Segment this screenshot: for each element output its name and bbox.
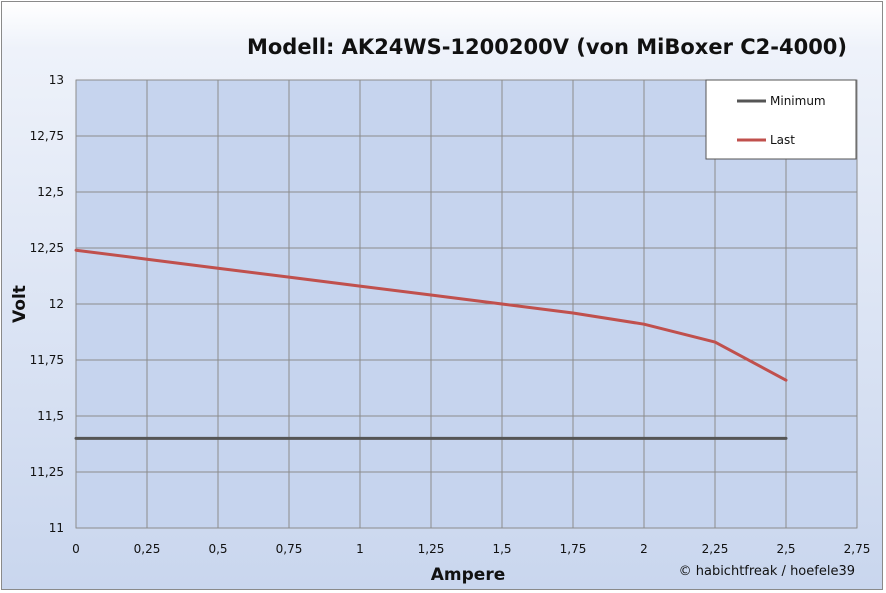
series-line-last xyxy=(74,248,788,382)
y-tick-label: 11 xyxy=(49,521,64,535)
legend: Minimum Last xyxy=(705,79,857,160)
y-axis-title: Volt xyxy=(10,285,30,323)
x-tick-label: 0 xyxy=(72,542,80,556)
copyright-credit: © habichtfreak / hoefele39 xyxy=(679,564,855,579)
y-tick-label: 11,25 xyxy=(30,465,64,479)
x-tick-label: 2,5 xyxy=(776,542,795,556)
x-tick-label: 0,25 xyxy=(134,542,161,556)
y-tick-label: 12 xyxy=(49,297,64,311)
x-tick-label: 1,25 xyxy=(418,542,445,556)
legend-label-minimum: Minimum xyxy=(770,94,826,108)
y-tick-label: 11,75 xyxy=(30,353,64,367)
y-tick-label: 12,5 xyxy=(37,185,64,199)
series-lines xyxy=(74,248,788,440)
legend-box xyxy=(705,79,857,160)
x-tick-label: 0,5 xyxy=(208,542,227,556)
x-tick-label: 2,25 xyxy=(702,542,729,556)
x-axis-title: Ampere xyxy=(431,565,505,585)
y-tick-label: 12,75 xyxy=(30,129,64,143)
chart-title: Modell: AK24WS-1200200V (von MiBoxer C2-… xyxy=(247,35,847,59)
x-tick-label: 2 xyxy=(640,542,648,556)
legend-label-last: Last xyxy=(770,133,795,147)
y-tick-labels: 11 11,25 11,5 11,75 12 12,25 12,5 12,75 13 xyxy=(30,73,64,535)
y-tick-label: 11,5 xyxy=(37,409,64,423)
x-tick-label: 1,5 xyxy=(492,542,511,556)
x-tick-label: 1 xyxy=(356,542,364,556)
x-tick-label: 0,75 xyxy=(276,542,303,556)
y-tick-label: 12,25 xyxy=(30,241,64,255)
grid-lines xyxy=(75,79,858,529)
x-tick-label: 2,75 xyxy=(844,542,871,556)
y-tick-label: 13 xyxy=(49,73,64,87)
x-tick-label: 1,75 xyxy=(560,542,587,556)
x-tick-labels: 0 0,25 0,5 0,75 1 1,25 1,5 1,75 2 2,25 2,5 2,75 xyxy=(72,542,870,556)
